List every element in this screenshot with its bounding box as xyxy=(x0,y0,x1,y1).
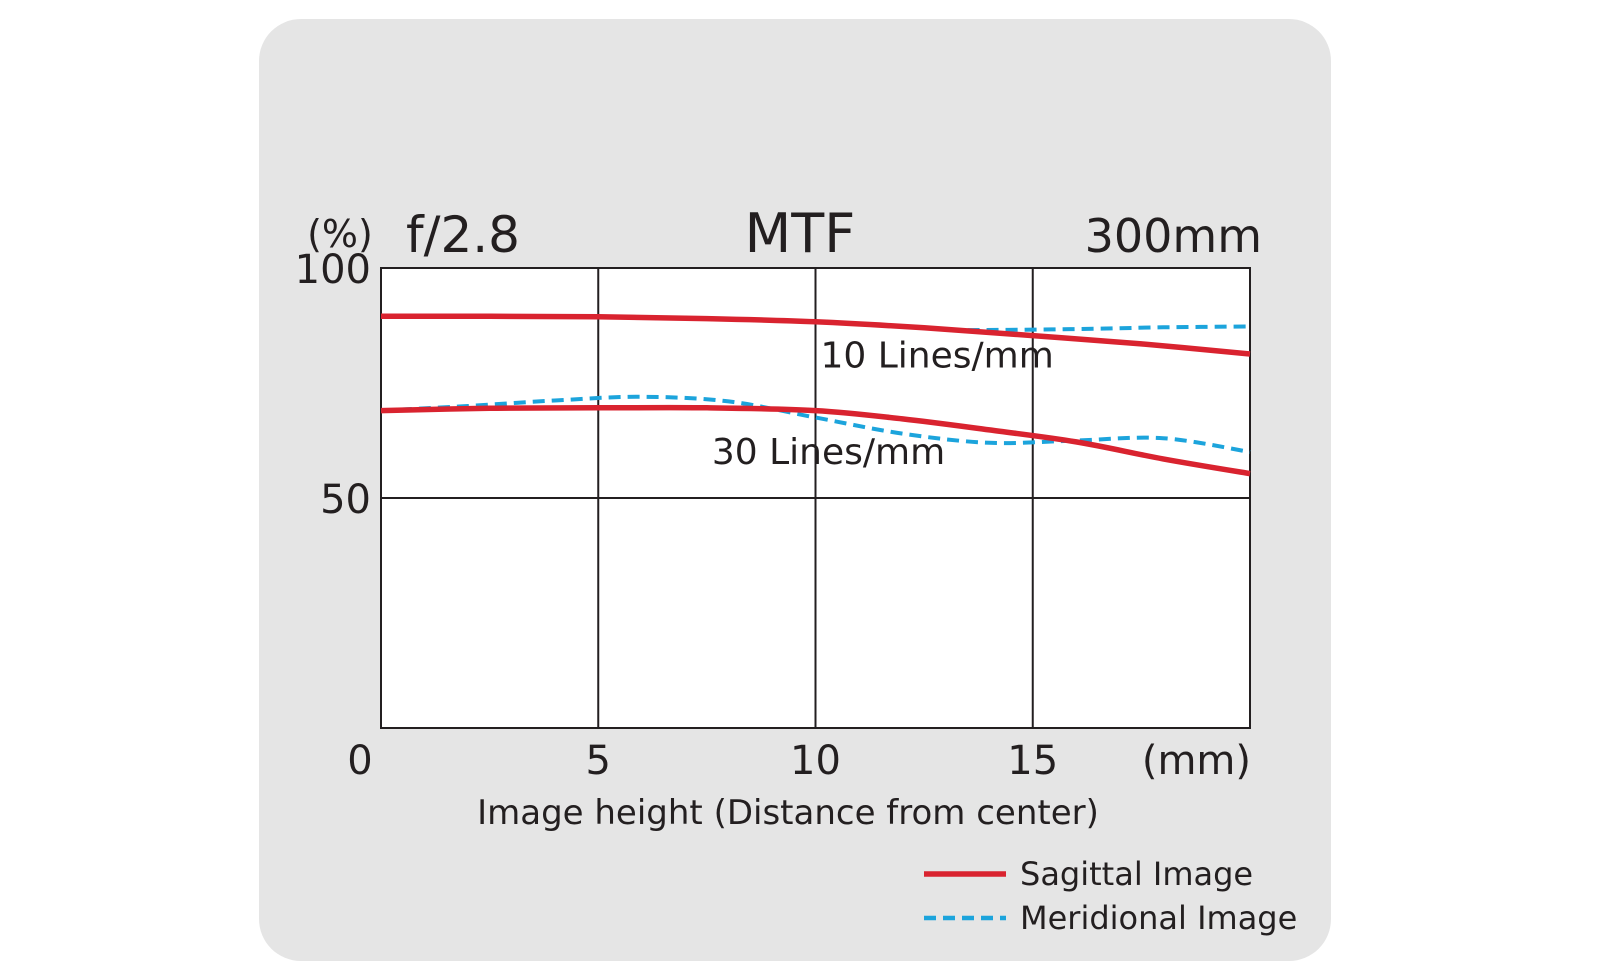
chart-title: MTF xyxy=(745,202,856,265)
mtf-chart: (%) f/2.8 MTF 300mm501000 5 10 15 (mm)Image hei… xyxy=(0,0,1600,974)
x-tick-label: 0 xyxy=(347,738,372,784)
legend-label: Sagittal Image xyxy=(1020,855,1253,893)
y-tick-label: 50 xyxy=(320,477,371,523)
x-tick-label: 5 xyxy=(586,738,611,784)
frequency-annotation: 10 Lines/mm xyxy=(821,335,1054,376)
x-tick-label: 15 xyxy=(1007,738,1058,784)
focal-length-label: 300mm xyxy=(1085,209,1262,263)
legend-label: Meridional Image xyxy=(1020,899,1297,937)
x-axis-label: Image height (Distance from center) xyxy=(477,793,1099,833)
x-tick-label: 10 xyxy=(790,738,841,784)
x-unit-label: (mm) xyxy=(1142,738,1251,784)
frequency-annotation: 30 Lines/mm xyxy=(712,432,945,473)
aperture-label: f/2.8 xyxy=(406,206,520,264)
y-tick-label: 100 xyxy=(295,247,371,293)
